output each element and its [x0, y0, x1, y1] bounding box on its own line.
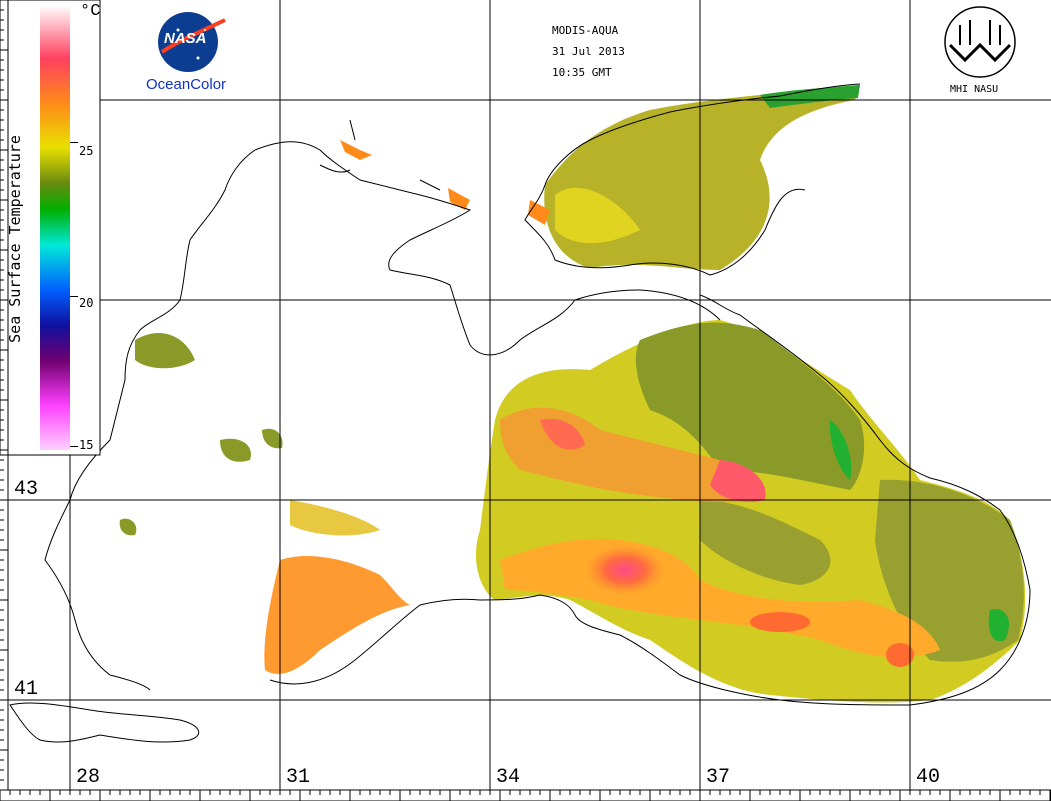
mhi-logo — [944, 6, 1016, 78]
colorbar-title: Sea Surface Temperature — [6, 135, 24, 343]
latitude-label-41: 41 — [14, 678, 39, 701]
colorbar-tick-15: 15 — [79, 438, 94, 452]
longitude-label-40: 40 — [916, 766, 941, 789]
temperature-unit: °C — [80, 2, 101, 21]
longitude-label-31: 31 — [286, 766, 311, 789]
longitude-label-37: 37 — [706, 766, 731, 789]
oceancolor-text: OceanColor — [146, 76, 227, 93]
colorbar-gradient — [40, 5, 70, 450]
sensor-label: MODIS-AQUA — [552, 24, 619, 37]
bottom-ruler — [0, 789, 1051, 801]
sst-field — [119, 85, 1026, 703]
colorbar — [0, 0, 101, 456]
nw-shelf-patch — [135, 332, 195, 369]
mhi-nasu-text: MHI NASU — [950, 84, 999, 95]
longitude-label-34: 34 — [496, 766, 521, 789]
sw-warm-patch — [264, 555, 410, 674]
colorbar-tick-25: 25 — [79, 144, 94, 158]
nasa-logo-text: NASA — [164, 30, 207, 47]
latitude-label-43: 43 — [14, 478, 39, 501]
time-label: 10:35 GMT — [552, 66, 612, 79]
coastline — [9, 83, 1031, 743]
longitude-label-28: 28 — [76, 766, 101, 789]
colorbar-tick-20: 20 — [79, 296, 94, 310]
nasa-logo — [158, 12, 226, 72]
date-label: 31 Jul 2013 — [552, 45, 625, 58]
